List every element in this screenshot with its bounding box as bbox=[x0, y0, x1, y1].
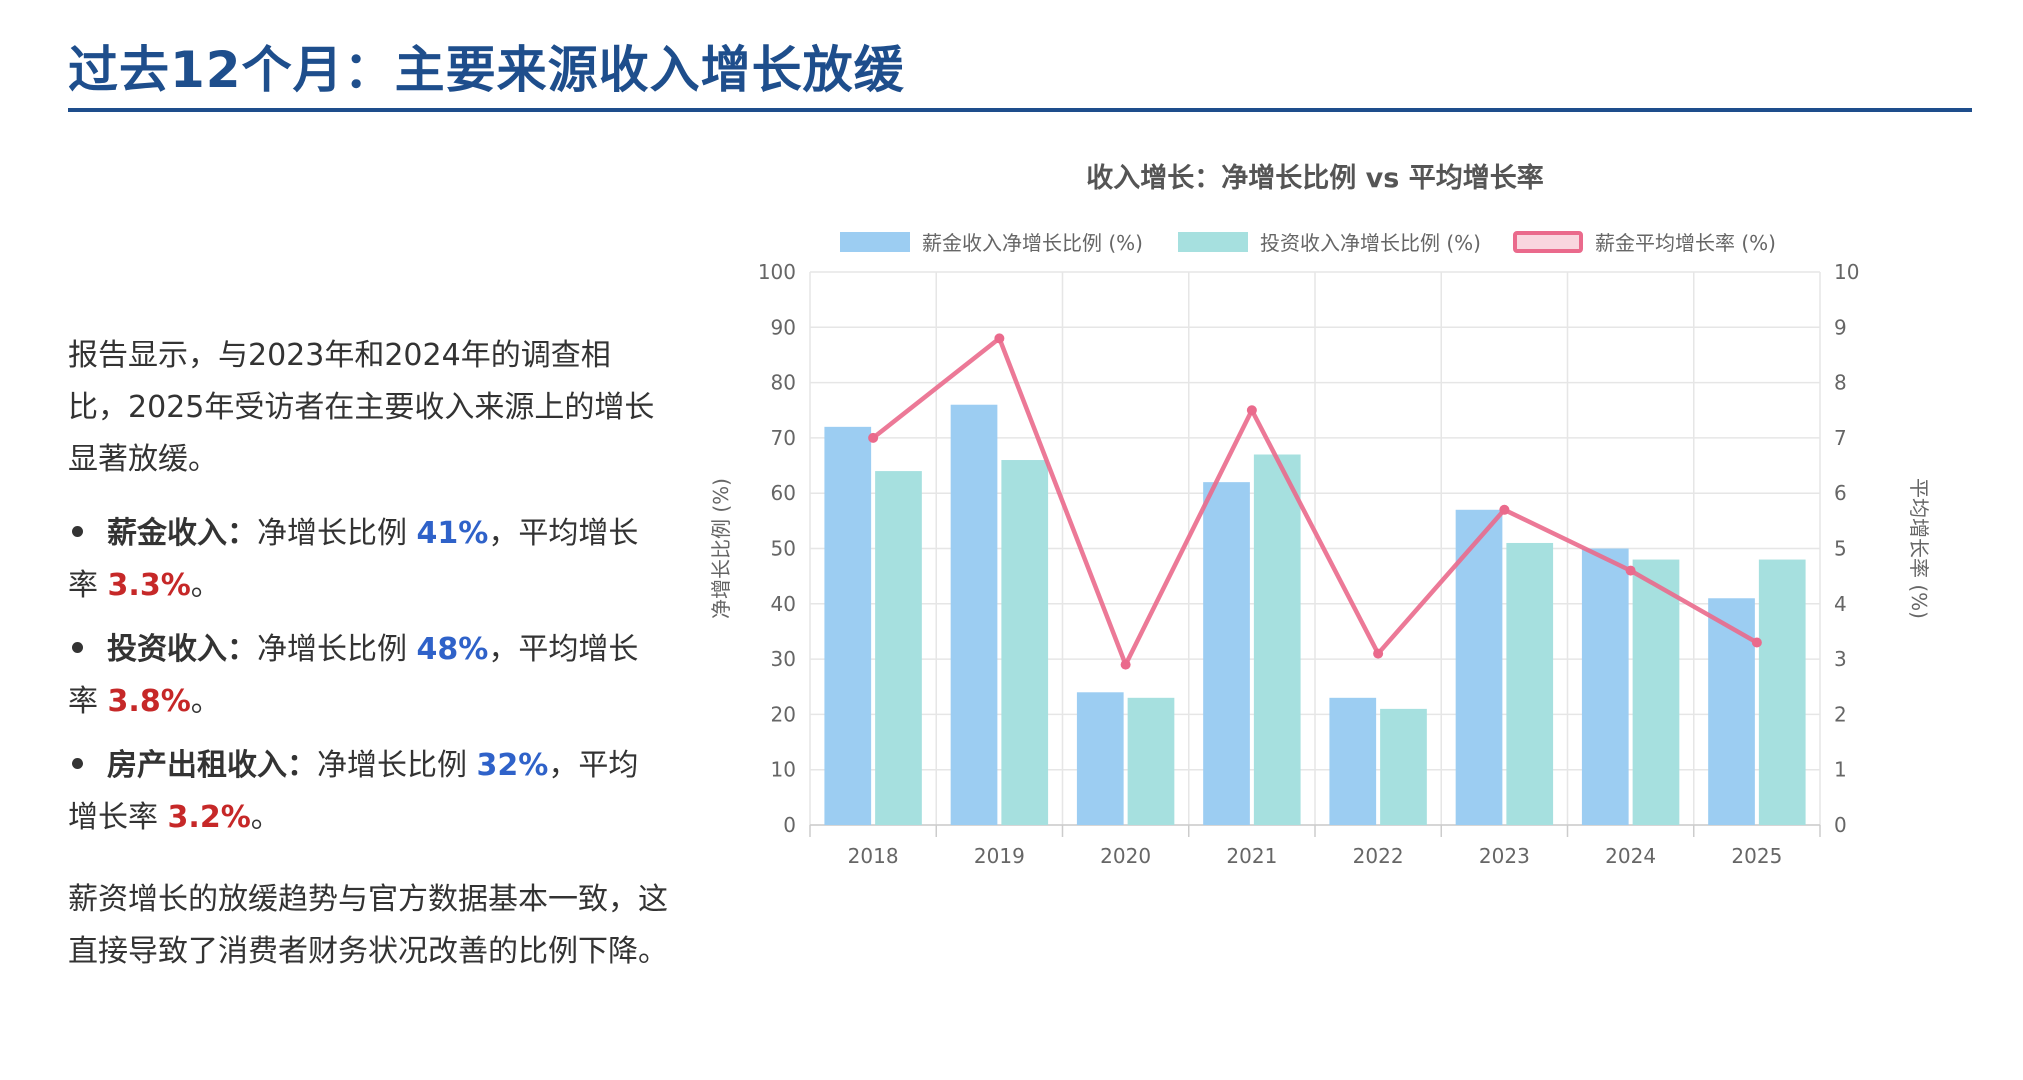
bullet-dot-icon bbox=[72, 642, 83, 653]
title-divider bbox=[68, 108, 1972, 112]
x-tick-label: 2019 bbox=[974, 844, 1025, 868]
y-tick-label: 50 bbox=[771, 537, 796, 561]
line-point-2022 bbox=[1373, 648, 1384, 659]
bullet-text: 净增长比例 bbox=[257, 632, 417, 667]
y2-tick-label: 1 bbox=[1834, 758, 1847, 782]
bullet-rental: 房产出租收入：净增长比例 32%，平均增长率 3.2%。 bbox=[68, 740, 668, 844]
bar-salary-2020 bbox=[1076, 692, 1124, 825]
y2-tick-label: 8 bbox=[1834, 371, 1847, 395]
avg-rate-value: 3.2% bbox=[167, 800, 251, 835]
bullet-dot-icon bbox=[72, 758, 83, 769]
bullet-title: 房产出租收入： bbox=[107, 748, 317, 783]
bullet-investment: 投资收入：净增长比例 48%，平均增长率 3.8%。 bbox=[68, 624, 668, 728]
y2-tick-label: 2 bbox=[1834, 702, 1847, 726]
y-tick-label: 40 bbox=[771, 592, 796, 616]
y2-tick-label: 7 bbox=[1834, 426, 1847, 450]
bullet-text: ，平均增长率 bbox=[68, 748, 639, 835]
intro-paragraph: 报告显示，与2023年和2024年的调查相比，2025年受访者在主要收入来源上的… bbox=[68, 338, 655, 477]
x-tick-label: 2025 bbox=[1731, 844, 1782, 868]
line-point-2023 bbox=[1499, 504, 1510, 515]
line-point-2025 bbox=[1751, 637, 1762, 648]
y-axis-title: 净增长比例 (%) bbox=[709, 478, 733, 619]
conclusion-paragraph: 薪资增长的放缓趋势与官方数据基本一致，这直接导致了消费者财务状况改善的比例下降。 bbox=[68, 882, 668, 969]
line-point-2020 bbox=[1120, 659, 1131, 670]
legend-label: 投资收入净增长比例 (%) bbox=[1260, 231, 1481, 255]
x-tick-label: 2020 bbox=[1100, 844, 1151, 868]
line-point-2019 bbox=[994, 333, 1005, 344]
y-tick-label: 100 bbox=[758, 260, 796, 284]
x-tick-label: 2023 bbox=[1479, 844, 1530, 868]
bar-salary-2023 bbox=[1455, 509, 1503, 825]
y2-tick-label: 4 bbox=[1834, 592, 1847, 616]
bullet-salary: 薪金收入：净增长比例 41%，平均增长率 3.3%。 bbox=[68, 508, 668, 612]
bar-investment-2023 bbox=[1506, 542, 1554, 825]
x-tick-label: 2022 bbox=[1353, 844, 1404, 868]
x-tick-label: 2021 bbox=[1226, 844, 1277, 868]
avg-rate-value: 3.3% bbox=[107, 568, 191, 603]
bullet-title: 投资收入： bbox=[107, 632, 257, 667]
bullet-text: ，平均增长率 bbox=[68, 632, 639, 719]
line-salary-avg-growth bbox=[871, 336, 1758, 667]
y-tick-label: 60 bbox=[771, 481, 796, 505]
y2-tick-label: 3 bbox=[1834, 647, 1847, 671]
legend-swatch-2 bbox=[1178, 232, 1248, 252]
page-title: 过去12个月：主要来源收入增长放缓 bbox=[68, 41, 905, 99]
bar-salary-2018 bbox=[824, 426, 872, 825]
bullet-text: 净增长比例 bbox=[317, 748, 477, 783]
bar-investment-2022 bbox=[1380, 708, 1427, 825]
bar-salary-2025 bbox=[1708, 598, 1755, 825]
bullet-end: 。 bbox=[190, 684, 221, 719]
y-tick-label: 20 bbox=[771, 702, 796, 726]
bar-investment-2021 bbox=[1253, 454, 1301, 825]
legend-swatch-1 bbox=[840, 232, 910, 252]
income-bullet-list: 薪金收入：净增长比例 41%，平均增长率 3.3%。 投资收入：净增长比例 48… bbox=[68, 508, 668, 844]
y2-tick-label: 9 bbox=[1834, 315, 1847, 339]
line-point-2021 bbox=[1246, 405, 1257, 416]
net-ratio-value: 32% bbox=[476, 748, 549, 783]
y2-tick-label: 6 bbox=[1834, 481, 1847, 505]
bar-salary-2019 bbox=[950, 404, 998, 825]
y2-tick-label: 5 bbox=[1834, 537, 1847, 561]
y-tick-label: 90 bbox=[771, 315, 796, 339]
avg-rate-value: 3.8% bbox=[107, 684, 191, 719]
y2-tick-label: 10 bbox=[1834, 260, 1859, 284]
y-tick-label: 80 bbox=[771, 371, 796, 395]
net-ratio-value: 41% bbox=[416, 516, 489, 551]
chart-title: 收入增长：净增长比例 vs 平均增长率 bbox=[1086, 162, 1543, 194]
x-tick-label: 2024 bbox=[1605, 844, 1656, 868]
line-point-2018 bbox=[868, 432, 879, 443]
y2-tick-label: 0 bbox=[1834, 813, 1847, 837]
y-tick-label: 0 bbox=[783, 813, 796, 837]
bullet-dot-icon bbox=[72, 526, 83, 537]
bar-investment-2020 bbox=[1127, 697, 1175, 825]
bullet-text: ，平均增长率 bbox=[68, 516, 639, 603]
bar-investment-2019 bbox=[1001, 460, 1049, 825]
bullet-end: 。 bbox=[250, 800, 281, 835]
bar-salary-2024 bbox=[1581, 548, 1629, 825]
bullet-text: 净增长比例 bbox=[257, 516, 417, 551]
y-tick-label: 10 bbox=[771, 758, 796, 782]
line-point-2024 bbox=[1625, 565, 1636, 576]
legend-swatch-3 bbox=[1513, 231, 1583, 253]
legend-label: 薪金平均增长率 (%) bbox=[1595, 231, 1776, 255]
x-tick-label: 2018 bbox=[848, 844, 899, 868]
bar-salary-2022 bbox=[1329, 697, 1377, 825]
legend-label: 薪金收入净增长比例 (%) bbox=[922, 231, 1143, 255]
summary-text-column: 报告显示，与2023年和2024年的调查相比，2025年受访者在主要收入来源上的… bbox=[68, 330, 668, 978]
bullet-title: 薪金收入： bbox=[107, 516, 257, 551]
y2-axis-title: 平均增长率 (%) bbox=[1907, 478, 1931, 619]
bullet-end: 。 bbox=[190, 568, 221, 603]
y-tick-label: 30 bbox=[771, 647, 796, 671]
bar-investment-2024 bbox=[1632, 559, 1680, 825]
y-tick-label: 70 bbox=[771, 426, 796, 450]
net-ratio-value: 48% bbox=[416, 632, 489, 667]
bar-investment-2018 bbox=[875, 471, 922, 825]
bar-salary-2021 bbox=[1203, 482, 1250, 825]
bar-investment-2025 bbox=[1758, 559, 1806, 825]
